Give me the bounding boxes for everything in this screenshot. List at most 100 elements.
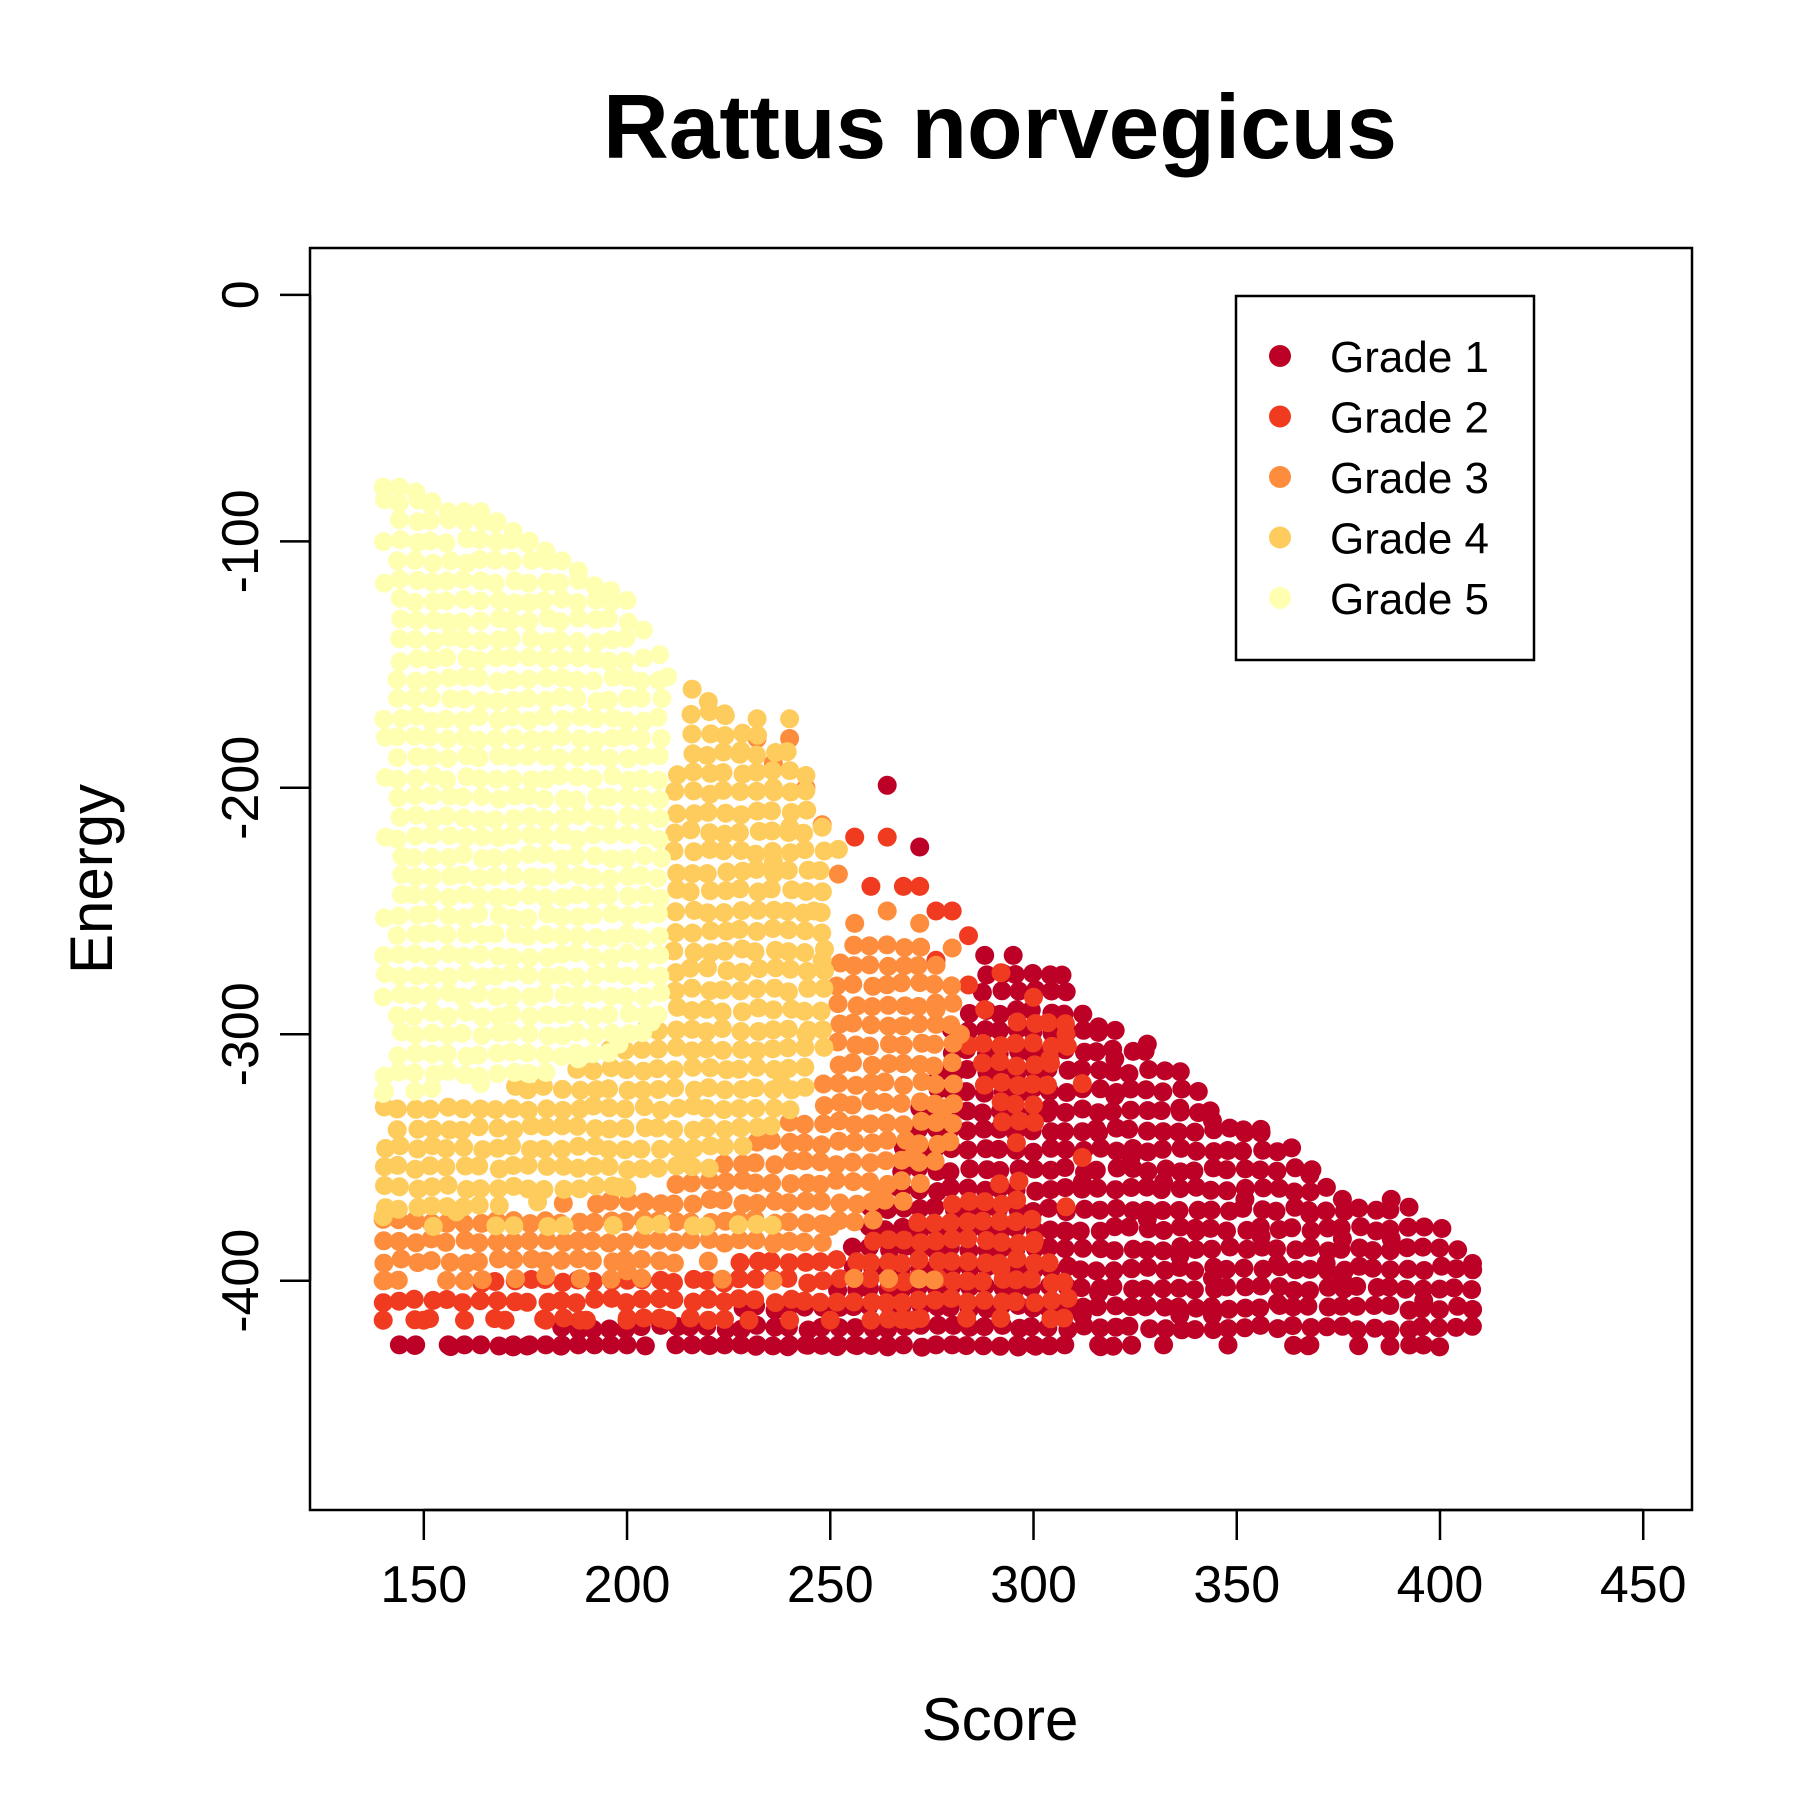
data-point xyxy=(729,1269,749,1289)
data-point xyxy=(1300,1259,1320,1279)
data-point xyxy=(568,1136,588,1156)
data-point xyxy=(473,1140,493,1160)
data-point xyxy=(746,859,766,879)
data-point xyxy=(1316,1201,1336,1221)
data-point xyxy=(485,810,505,830)
data-point xyxy=(568,907,588,927)
data-point xyxy=(779,1253,799,1273)
data-point xyxy=(989,1021,1009,1040)
data-point xyxy=(990,1004,1010,1024)
data-point xyxy=(1171,1138,1191,1158)
data-point xyxy=(568,1249,588,1269)
data-point xyxy=(471,1074,491,1094)
data-point xyxy=(828,994,848,1014)
data-point xyxy=(944,1074,963,1094)
data-point xyxy=(780,1100,800,1120)
data-point xyxy=(485,573,505,593)
data-point xyxy=(519,573,538,593)
data-point xyxy=(1138,1257,1158,1277)
data-point xyxy=(1397,1238,1417,1258)
data-point xyxy=(1186,1240,1206,1259)
data-point xyxy=(974,1075,994,1095)
data-point xyxy=(716,881,736,901)
data-point xyxy=(487,888,507,908)
data-point xyxy=(959,926,978,946)
data-point xyxy=(453,1099,473,1119)
data-point xyxy=(974,1317,994,1337)
data-point xyxy=(616,1060,636,1080)
data-point xyxy=(682,1335,702,1355)
data-point xyxy=(503,908,523,928)
data-point xyxy=(959,975,978,995)
data-point xyxy=(649,770,669,790)
data-point xyxy=(569,608,588,628)
data-point xyxy=(422,966,442,986)
data-point xyxy=(440,1252,460,1272)
data-point xyxy=(666,902,685,922)
data-point xyxy=(406,1099,426,1119)
data-point xyxy=(486,1216,506,1236)
data-point xyxy=(797,961,817,981)
data-point xyxy=(423,1119,443,1139)
data-point xyxy=(1136,1080,1156,1100)
data-point xyxy=(1023,1074,1043,1094)
data-point xyxy=(665,781,685,801)
data-point xyxy=(1300,1165,1320,1185)
data-point xyxy=(860,1269,880,1289)
data-point xyxy=(647,1059,667,1079)
data-point xyxy=(1006,1212,1026,1232)
data-point xyxy=(1300,1335,1320,1355)
data-point xyxy=(583,769,603,789)
data-point xyxy=(713,763,733,783)
data-point xyxy=(990,1161,1010,1180)
data-point xyxy=(376,1139,396,1158)
data-point xyxy=(586,1176,606,1196)
data-point xyxy=(472,827,492,847)
data-point xyxy=(583,905,603,925)
data-point xyxy=(713,1190,733,1210)
data-point xyxy=(389,1062,409,1082)
data-point xyxy=(472,1213,492,1233)
data-point xyxy=(404,1289,424,1309)
data-point xyxy=(778,982,798,1002)
data-point xyxy=(389,477,409,497)
data-point xyxy=(1347,1320,1367,1340)
data-point xyxy=(810,1292,830,1312)
data-point xyxy=(1105,1180,1125,1200)
data-point xyxy=(522,770,541,790)
data-point xyxy=(700,881,720,901)
data-point xyxy=(698,1289,718,1309)
data-point xyxy=(1204,1142,1224,1162)
data-point xyxy=(439,668,459,688)
data-point xyxy=(699,1158,719,1178)
data-point xyxy=(747,1335,767,1355)
data-point xyxy=(731,1335,751,1355)
data-point xyxy=(486,769,506,789)
data-point xyxy=(619,1004,639,1023)
data-point xyxy=(680,1308,700,1328)
data-point xyxy=(1052,965,1072,985)
data-point xyxy=(1009,1171,1029,1191)
data-point xyxy=(584,984,604,1004)
data-point xyxy=(567,1116,587,1136)
data-point xyxy=(374,1231,394,1251)
data-point xyxy=(420,727,439,747)
data-point xyxy=(600,748,620,768)
data-point xyxy=(501,887,521,907)
data-point xyxy=(651,1139,670,1159)
data-point xyxy=(1088,1178,1107,1198)
data-point xyxy=(1086,1160,1106,1180)
data-point xyxy=(1041,1180,1061,1200)
data-point xyxy=(1023,1142,1043,1162)
data-point xyxy=(648,1158,668,1178)
data-point xyxy=(940,1132,960,1152)
data-point xyxy=(567,1003,587,1023)
data-point xyxy=(652,688,672,708)
data-point xyxy=(471,1099,490,1119)
data-point xyxy=(585,1119,605,1139)
data-point xyxy=(537,1005,557,1025)
data-point xyxy=(633,1061,653,1081)
data-point xyxy=(390,966,410,986)
data-point xyxy=(502,963,522,983)
data-point xyxy=(715,1080,735,1100)
